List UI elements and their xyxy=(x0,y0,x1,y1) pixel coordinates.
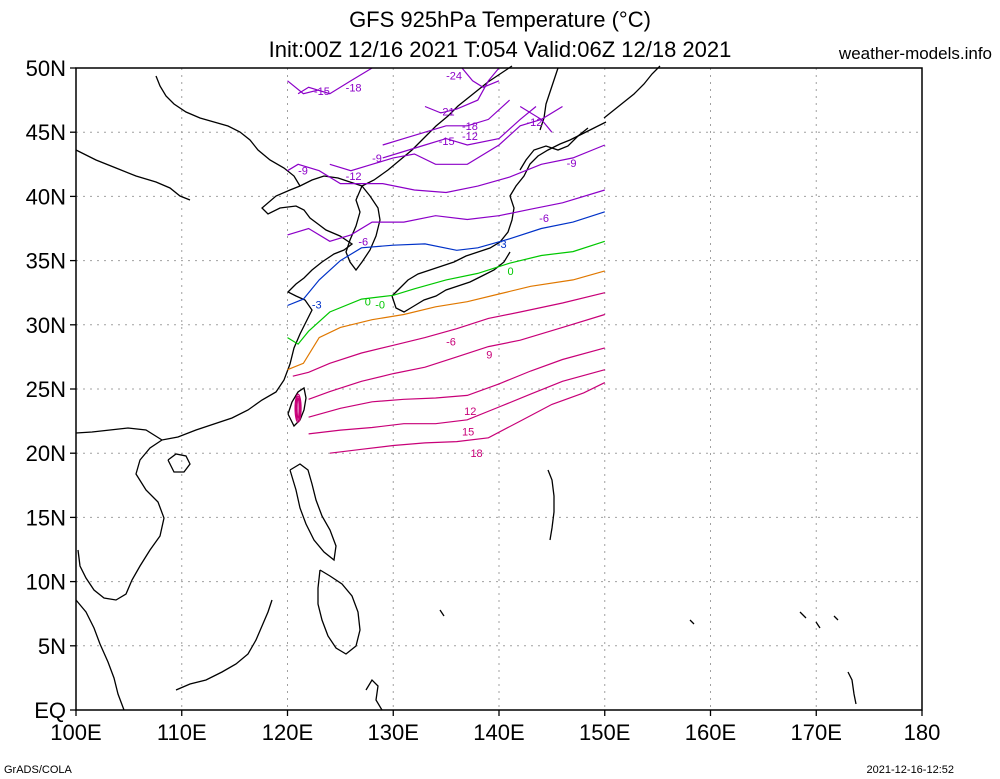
isotherm-line xyxy=(292,292,605,377)
isotherm-line xyxy=(308,369,605,435)
isotherm-line xyxy=(382,99,511,146)
isotherm-line xyxy=(287,211,605,307)
y-tick-label: 20N xyxy=(26,441,66,466)
isotherm-label: -24 xyxy=(446,71,462,83)
y-tick-label: 40N xyxy=(26,184,66,209)
x-tick-label: 170E xyxy=(791,720,842,745)
isotherm-line xyxy=(519,105,553,133)
isotherm-line xyxy=(287,189,605,242)
isotherm-line xyxy=(461,67,500,88)
coast-japan-south xyxy=(391,251,511,313)
isotherm-label: -12 xyxy=(462,131,478,143)
y-tick-label: 25N xyxy=(26,377,66,402)
isotherm-line xyxy=(287,80,320,95)
coast-palau xyxy=(439,609,445,617)
y-tick-label: 15N xyxy=(26,505,66,530)
y-tick-label: 50N xyxy=(26,56,66,81)
contour-layer: -24 -21 -18 -18 -15 -15 -12 -12 -9 -6 -3 0 -6 9 12 15 18… xyxy=(287,67,606,460)
isotherm-line xyxy=(287,144,606,194)
isotherm-line xyxy=(424,67,500,114)
isotherm-label: -12 xyxy=(346,171,362,183)
chart-title: GFS 925hPa Temperature (°C) xyxy=(349,7,651,32)
coast-indochina xyxy=(77,439,165,601)
coast-sakhalin xyxy=(539,67,559,131)
coast-kamchatka xyxy=(603,65,661,119)
isotherm-ring xyxy=(295,395,301,421)
isotherm-label: 9 xyxy=(486,349,492,361)
footer-timestamp: 2021-12-16-12:52 xyxy=(866,764,954,776)
coast-borneo xyxy=(175,599,273,691)
isotherm-line xyxy=(329,382,606,454)
isotherm-label: -21 xyxy=(439,107,455,119)
coast-malay xyxy=(75,599,125,711)
grid-layer xyxy=(76,68,922,710)
isotherm-label: -18 xyxy=(346,82,362,94)
isotherm-line xyxy=(308,313,605,400)
x-tick-label: 160E xyxy=(685,720,736,745)
isotherm-label: -9 xyxy=(567,158,577,170)
coast-philippines-south xyxy=(317,569,361,655)
isotherm-label: -6 xyxy=(446,336,456,348)
isotherm-label: -12 xyxy=(526,117,542,129)
x-tick-label: 150E xyxy=(579,720,630,745)
x-tick-label: 180 xyxy=(904,720,941,745)
isotherm-label: -3 xyxy=(497,239,507,251)
coast-marianas xyxy=(547,469,555,541)
y-tick-label: 45N xyxy=(26,120,66,145)
coast-micronesia xyxy=(689,611,857,705)
isotherm-label: -15 xyxy=(314,86,330,98)
coast-japan-honshu xyxy=(391,121,607,297)
coast-luzon xyxy=(289,463,337,562)
isotherm-line xyxy=(308,347,605,418)
x-tick-label: 110E xyxy=(157,720,207,745)
coastline-layer xyxy=(75,65,857,711)
x-tick-label: 140E xyxy=(473,720,524,745)
isotherm-line xyxy=(287,240,605,345)
isotherm-label: -18 xyxy=(462,121,478,133)
isotherm-label: -9 xyxy=(298,166,308,178)
x-tick-label: 130E xyxy=(368,720,419,745)
isotherm-label: -0 xyxy=(375,299,385,311)
isotherm-label: 18 xyxy=(470,448,482,460)
footer-software: GrADS/COLA xyxy=(4,764,72,776)
isotherm-label: 0 xyxy=(507,266,513,278)
axis-ticks: 100E 110E 120E 130E 140E 150E 160E 170E 180EQ5N1… xyxy=(26,56,941,745)
x-tick-label: 100E xyxy=(50,720,101,745)
site-credit: weather-models.info xyxy=(838,44,992,63)
x-tick-label: 120E xyxy=(262,720,313,745)
y-tick-label: 10N xyxy=(26,570,66,595)
y-tick-label: 35N xyxy=(26,249,66,274)
isotherm-line xyxy=(297,67,373,95)
isotherm-label: -3 xyxy=(312,299,322,311)
y-tick-label: 30N xyxy=(26,313,66,338)
coast-korea xyxy=(345,185,381,272)
coast-manchuria xyxy=(155,75,301,187)
chart-subtitle: Init:00Z 12/16 2021 T:054 Valid:06Z 12/1… xyxy=(268,37,732,62)
coast-taiwan xyxy=(287,386,307,428)
isotherm-ring xyxy=(294,393,302,423)
y-tick-label: 5N xyxy=(38,634,66,659)
isotherm-label: 15 xyxy=(462,426,474,438)
coast-hokkaido xyxy=(519,127,589,171)
isotherm-label: 12 xyxy=(464,406,476,418)
coast-hainan xyxy=(167,453,191,473)
y-tick-label: EQ xyxy=(34,698,66,723)
isotherm-line xyxy=(382,106,537,159)
coast-sulawesi xyxy=(365,678,383,711)
isotherm-label: -15 xyxy=(439,136,455,148)
isotherm-label: -6 xyxy=(358,236,368,248)
map-frame xyxy=(75,67,923,711)
isotherm-ring xyxy=(296,397,300,419)
isotherm-label: 0 xyxy=(365,297,371,309)
isotherm-label: -6 xyxy=(539,213,549,225)
coast-north-china-bay xyxy=(75,149,191,201)
isotherm-line xyxy=(287,270,605,371)
isotherm-line xyxy=(329,105,563,172)
coast-china xyxy=(75,175,363,441)
coast-russia xyxy=(361,65,513,187)
isotherm-label: -9 xyxy=(372,153,382,165)
